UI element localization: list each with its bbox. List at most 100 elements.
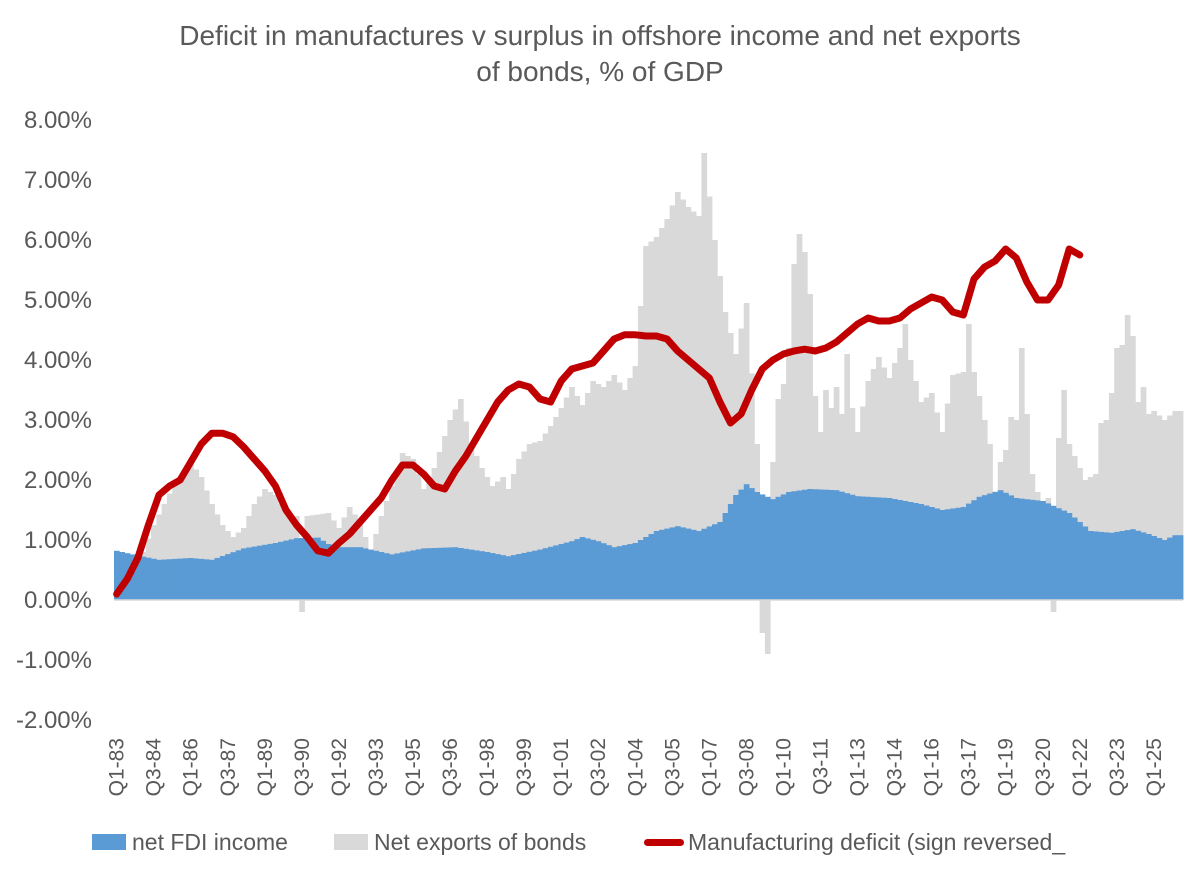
fdi-bar — [817, 489, 824, 600]
fdi-bar — [299, 538, 305, 600]
fdi-bar — [971, 500, 978, 600]
x-tick-label: Q3-96 — [439, 738, 462, 796]
fdi-bar — [468, 549, 475, 600]
fdi-bar — [616, 546, 623, 600]
bond-bar — [389, 486, 395, 600]
bond-bar — [606, 381, 612, 600]
bond-bar — [722, 312, 729, 600]
fdi-bar — [801, 489, 808, 600]
y-tick-label: -2.00% — [16, 707, 92, 734]
fdi-bar — [1013, 498, 1020, 600]
fdi-bar — [156, 559, 163, 600]
fdi-bar — [1050, 505, 1057, 600]
x-tick-label: Q1-25 — [1143, 738, 1166, 796]
x-tick-label: Q1-07 — [698, 738, 721, 796]
fdi-bar — [489, 553, 496, 600]
bond-bar — [542, 433, 549, 600]
fdi-bar — [923, 505, 930, 600]
x-tick-label: Q1-83 — [106, 738, 129, 796]
fdi-bar — [151, 558, 157, 600]
bond-bar — [643, 246, 649, 600]
fdi-bar — [749, 488, 755, 600]
fdi-bar — [1045, 503, 1052, 600]
bond-bar — [532, 442, 538, 600]
fdi-bar — [246, 547, 252, 600]
y-tick-label: 5.00% — [24, 287, 92, 314]
bond-bar — [1167, 415, 1173, 600]
bond-bar — [558, 408, 565, 600]
bond-bar — [193, 469, 200, 600]
fdi-bar — [431, 548, 438, 600]
fdi-bar — [955, 507, 962, 600]
fdi-bar — [272, 543, 279, 600]
bond-bar — [717, 276, 723, 600]
fdi-bar — [399, 552, 406, 600]
fdi-bar — [415, 549, 422, 600]
fdi-bar — [161, 559, 168, 600]
fdi-bar — [823, 489, 829, 600]
legend-item-fdi: net FDI income — [92, 826, 288, 858]
fdi-bar — [992, 491, 999, 600]
fdi-bar — [627, 544, 634, 600]
bond-bar — [659, 228, 665, 600]
fdi-bar — [780, 494, 787, 600]
fdi-bar — [320, 540, 327, 600]
x-tick-label: Q1-10 — [772, 738, 795, 796]
fdi-bar — [701, 528, 708, 600]
fdi-bar — [315, 537, 321, 600]
bond-bar — [1061, 390, 1067, 600]
fdi-bar — [214, 557, 221, 600]
bond-bar — [801, 252, 808, 600]
bond-bar — [500, 477, 507, 600]
bond-bar — [870, 369, 877, 600]
fdi-bar — [304, 537, 311, 600]
fdi-bar — [537, 549, 544, 600]
fdi-bar — [717, 522, 723, 600]
fdi-bar — [447, 547, 454, 600]
fdi-bar — [1130, 529, 1136, 600]
fdi-bar — [1156, 538, 1163, 600]
fdi-bar — [177, 558, 184, 600]
fdi-bar — [288, 539, 295, 600]
y-tick-label: 6.00% — [24, 227, 92, 254]
fdi-bar — [495, 554, 501, 600]
fdi-bar — [590, 539, 596, 600]
fdi-bar — [193, 558, 200, 600]
bond-bar — [209, 504, 215, 600]
x-tick-label: Q3-93 — [365, 738, 388, 796]
bond-bar — [585, 393, 591, 600]
bond-bar — [1172, 411, 1179, 600]
fdi-bar — [256, 545, 263, 600]
fdi-bar — [394, 553, 401, 600]
chart-title-line-1: Deficit in manufactures v surplus in off… — [179, 20, 1021, 51]
fdi-bar — [950, 508, 956, 600]
fdi-bar — [1034, 500, 1041, 600]
x-tick-label: Q3-87 — [217, 738, 240, 796]
fdi-bar — [452, 547, 459, 600]
fdi-bar — [532, 550, 538, 600]
fdi-bar — [473, 550, 480, 600]
fdi-bar — [764, 496, 771, 600]
x-tick-label: Q1-89 — [254, 738, 277, 796]
bond-bar — [881, 367, 888, 600]
x-tick-label: Q1-13 — [847, 738, 870, 796]
bond-bar — [727, 333, 734, 600]
bond-bar — [950, 375, 956, 600]
fdi-bar — [241, 548, 247, 600]
bond-bar — [876, 357, 882, 600]
fdi-bar — [346, 547, 353, 600]
fdi-bar — [622, 545, 628, 600]
fdi-bar — [336, 547, 342, 600]
y-tick-label: 7.00% — [24, 167, 92, 194]
bond-bar — [653, 237, 660, 600]
fdi-bar — [553, 545, 559, 600]
fdi-bar — [1145, 534, 1152, 600]
fdi-bar — [574, 539, 581, 600]
fdi-bar — [510, 555, 517, 600]
fdi-bar — [754, 492, 761, 600]
fdi-bar — [759, 494, 766, 600]
bond-bar — [436, 452, 443, 600]
fdi-bar — [865, 496, 872, 600]
fdi-bar — [1029, 499, 1036, 600]
